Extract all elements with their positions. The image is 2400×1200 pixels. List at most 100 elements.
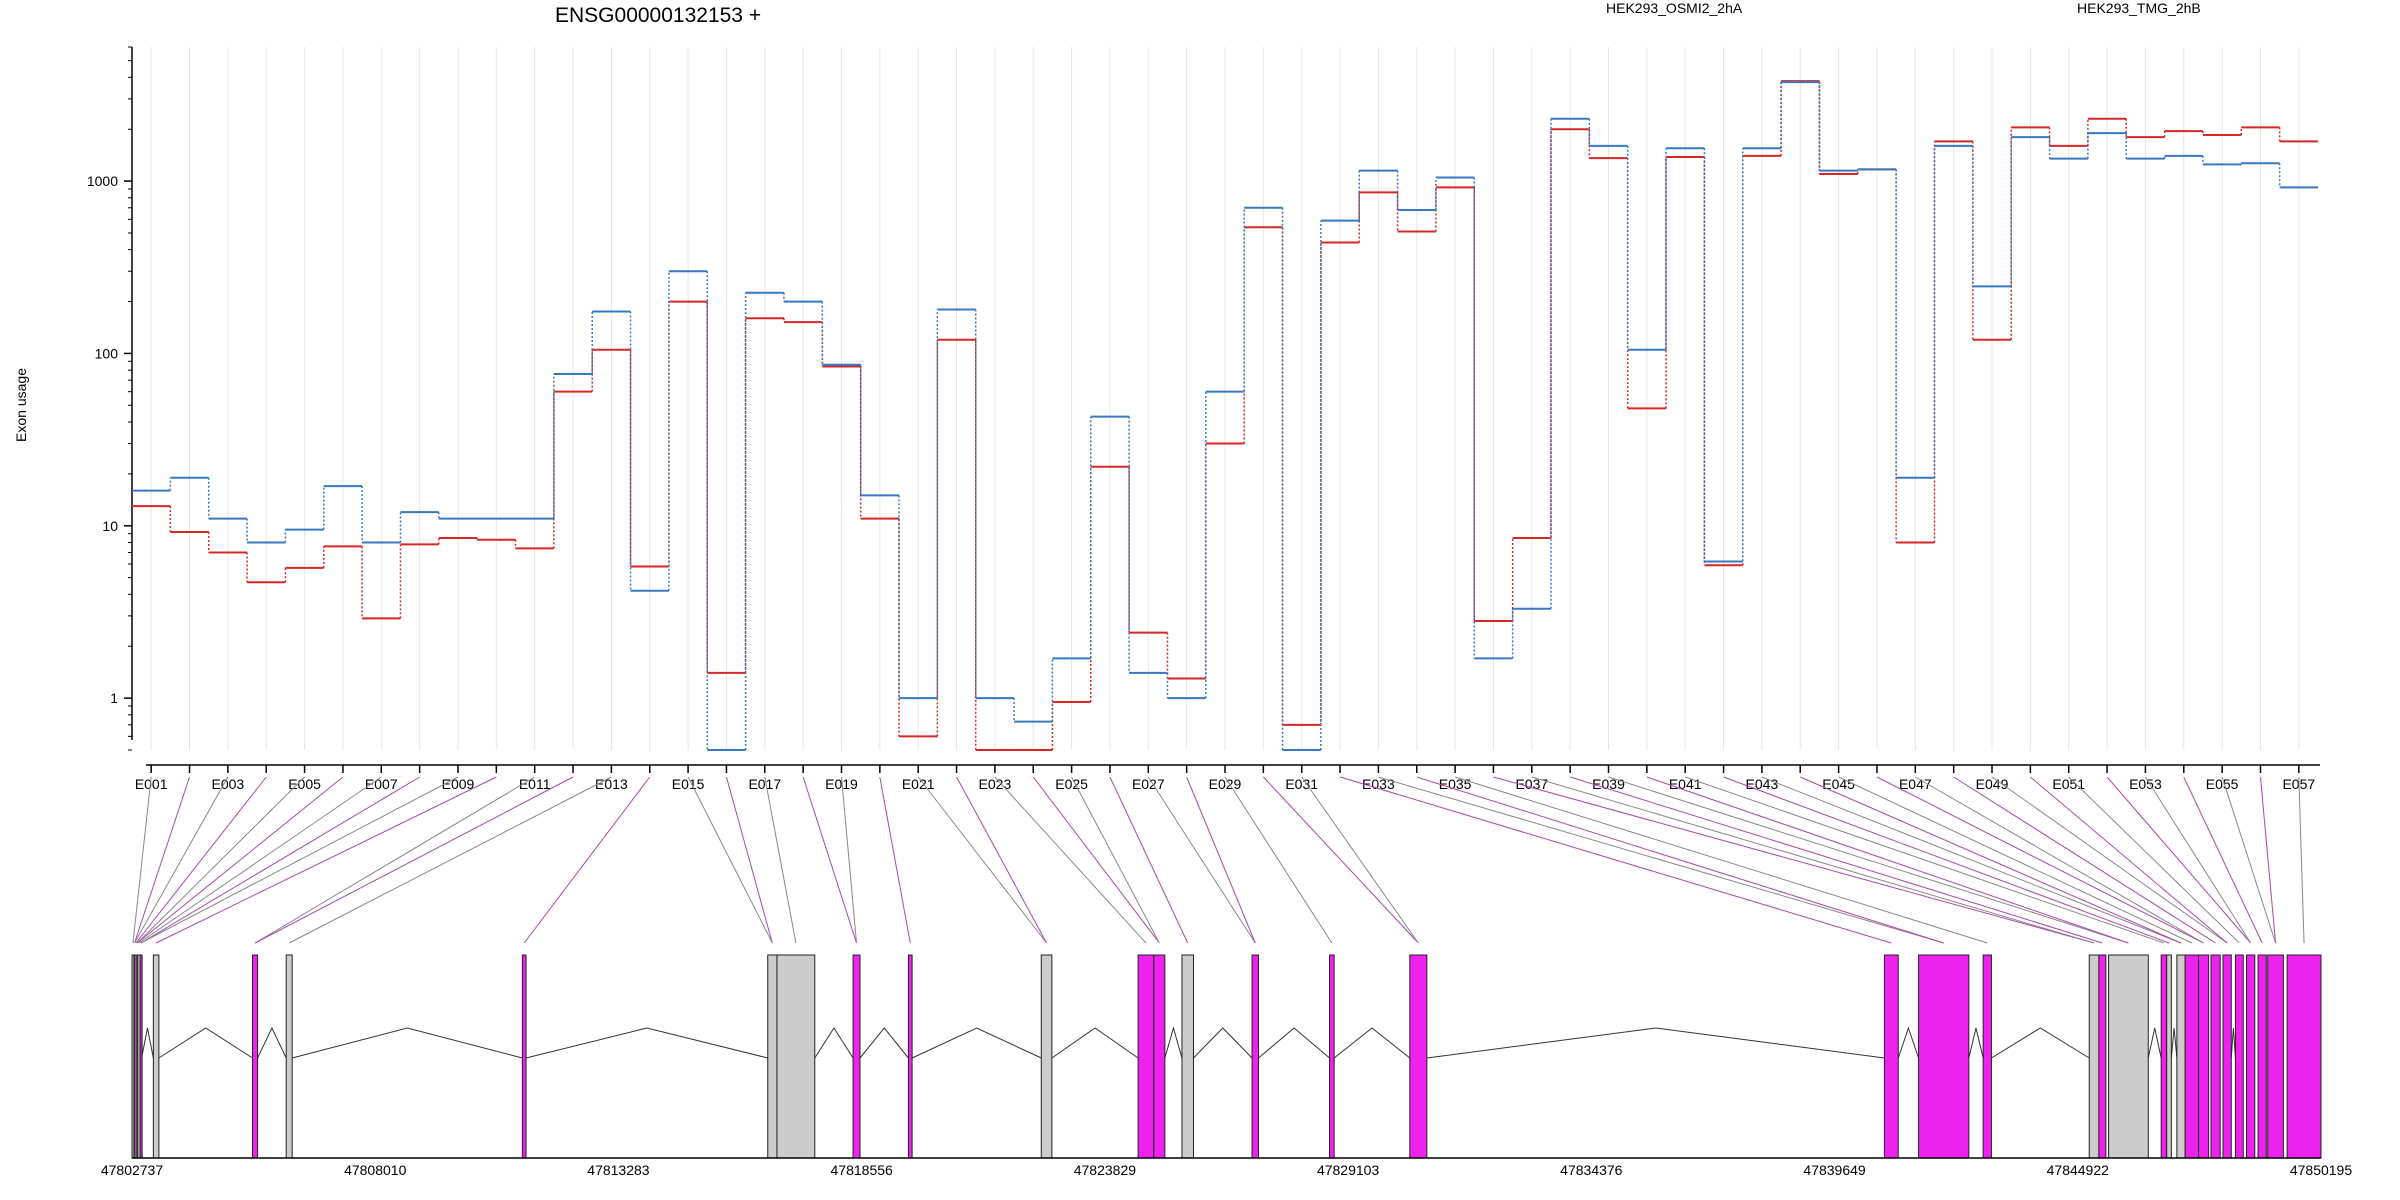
mapping-line-E015 <box>687 776 773 944</box>
x-tick-label-E023: E023 <box>979 776 1012 792</box>
exon-box <box>2160 954 2168 1159</box>
exon-box <box>1329 954 1335 1159</box>
mapping-line-E052 <box>2106 776 2252 944</box>
y-tick-label: 1000 <box>87 173 118 189</box>
x-tick-label-E047: E047 <box>1899 776 1932 792</box>
mapping-line-E047 <box>1915 776 2204 944</box>
exon-box <box>1918 954 1970 1159</box>
mapping-line-E009 <box>140 776 459 944</box>
mapping-line-E012 <box>254 776 574 944</box>
mapping-line-E006 <box>136 776 344 944</box>
mapping-line-E030 <box>1262 776 1419 944</box>
x-tick-label-E001: E001 <box>135 776 168 792</box>
x-tick-label-E015: E015 <box>672 776 705 792</box>
intron-line <box>2170 1027 2178 1059</box>
x-tick-label-E051: E051 <box>2052 776 2085 792</box>
intron-line <box>1193 1027 1253 1059</box>
mapping-line-E013 <box>288 776 612 944</box>
intron-line <box>2230 1027 2236 1059</box>
genomic-tick-label: 47823829 <box>1074 1162 1137 1178</box>
exon-box <box>2286 954 2322 1159</box>
mapping-line-E048 <box>1953 776 2216 944</box>
exon-box <box>776 954 816 1159</box>
intron-line <box>2147 1027 2162 1059</box>
exon-box <box>2166 954 2172 1159</box>
x-tick-label-E003: E003 <box>212 776 245 792</box>
vertical-grid <box>150 47 2300 750</box>
intron-line <box>158 1027 253 1059</box>
intron-line <box>859 1027 909 1059</box>
genomic-tick-label: 47839649 <box>1803 1162 1866 1178</box>
mapping-line-E036 <box>1493 776 2095 944</box>
exon-box <box>2210 954 2221 1159</box>
mapping-line-E007 <box>138 776 382 944</box>
mapping-line-E034 <box>1416 776 1944 944</box>
x-tick-label-E005: E005 <box>288 776 321 792</box>
intron-line <box>525 1027 768 1059</box>
exon-box <box>2098 954 2107 1159</box>
mapping-line-E001 <box>132 776 152 944</box>
intron-line <box>1051 1027 1139 1059</box>
x-tick-label-E045: E045 <box>1822 776 1855 792</box>
mapping-line-E031 <box>1301 776 1419 944</box>
mapping-line-E024 <box>1032 776 1160 944</box>
x-tick-label-E011: E011 <box>519 776 551 792</box>
mapping-line-E043 <box>1761 776 2182 944</box>
intron-line <box>1968 1027 1984 1059</box>
intron-line <box>1333 1027 1411 1059</box>
mapping-line-E021 <box>917 776 1047 944</box>
intron-line <box>1897 1026 1920 1059</box>
x-tick-label-E021: E021 <box>902 776 935 792</box>
mapping-line-E045 <box>1838 776 2193 944</box>
exon-box <box>252 954 259 1159</box>
mapping-line-E016 <box>725 776 773 944</box>
exon-box <box>1883 954 1899 1159</box>
exon-box <box>1409 954 1428 1159</box>
x-tick-label-E043: E043 <box>1746 776 1779 792</box>
mapping-line-E025 <box>1071 776 1160 944</box>
axes: 1 10 100 1000 E001 E003 E005 E007 E009 E011 E013 E0… <box>87 46 2320 792</box>
mapping-line-E022 <box>956 776 1048 944</box>
exon-box <box>2234 954 2244 1159</box>
mapping-line-E035 <box>1454 776 1988 944</box>
exon-mapping-lines <box>132 776 2305 944</box>
mapping-line-E037 <box>1531 776 2095 944</box>
mapping-line-E004 <box>135 776 267 944</box>
exon-box <box>139 954 143 1159</box>
genomic-tick-label: 47834376 <box>1560 1162 1623 1178</box>
intron-line <box>1426 1027 1885 1059</box>
x-tick-label-E037: E037 <box>1515 776 1548 792</box>
mapping-line-E042 <box>1723 776 2170 944</box>
exon-box <box>767 954 778 1159</box>
mapping-line-E039 <box>1608 776 2129 944</box>
intron-line <box>257 1026 287 1059</box>
x-tick-label-E025: E025 <box>1055 776 1088 792</box>
intron-line <box>1258 1027 1330 1059</box>
exon-box <box>1181 954 1194 1159</box>
intron-line <box>292 1027 523 1059</box>
intron-line <box>141 1027 154 1059</box>
mapping-line-E040 <box>1646 776 2129 944</box>
exon-box <box>2267 954 2284 1159</box>
x-tick-label-E033: E033 <box>1362 776 1395 792</box>
y-tick-label: 10 <box>102 518 118 534</box>
x-tick-label-E039: E039 <box>1592 776 1625 792</box>
exon-box <box>2222 954 2232 1159</box>
labels: ENSG00000132153 + HEK293_OSMI2_2hA HEK29… <box>13 0 2201 442</box>
x-tick-label-E007: E007 <box>365 776 398 792</box>
x-tick-label-E049: E049 <box>1976 776 2009 792</box>
exon-box <box>521 954 527 1159</box>
exon-box <box>2198 954 2210 1159</box>
x-tick-label-E013: E013 <box>595 776 628 792</box>
x-tick-label-E029: E029 <box>1209 776 1242 792</box>
genomic-tick-label: 47850195 <box>2290 1162 2353 1178</box>
mapping-line-E028 <box>1186 776 1256 944</box>
legend-label-osmi2: HEK293_OSMI2_2hA <box>1606 0 1743 16</box>
mapping-line-E011 <box>254 776 535 944</box>
genomic-tick-label: 47813283 <box>587 1162 650 1178</box>
series-lines <box>132 80 2318 751</box>
mapping-line-E019 <box>840 776 858 944</box>
x-tick-label-E017: E017 <box>748 776 781 792</box>
exon-box <box>1153 954 1166 1159</box>
